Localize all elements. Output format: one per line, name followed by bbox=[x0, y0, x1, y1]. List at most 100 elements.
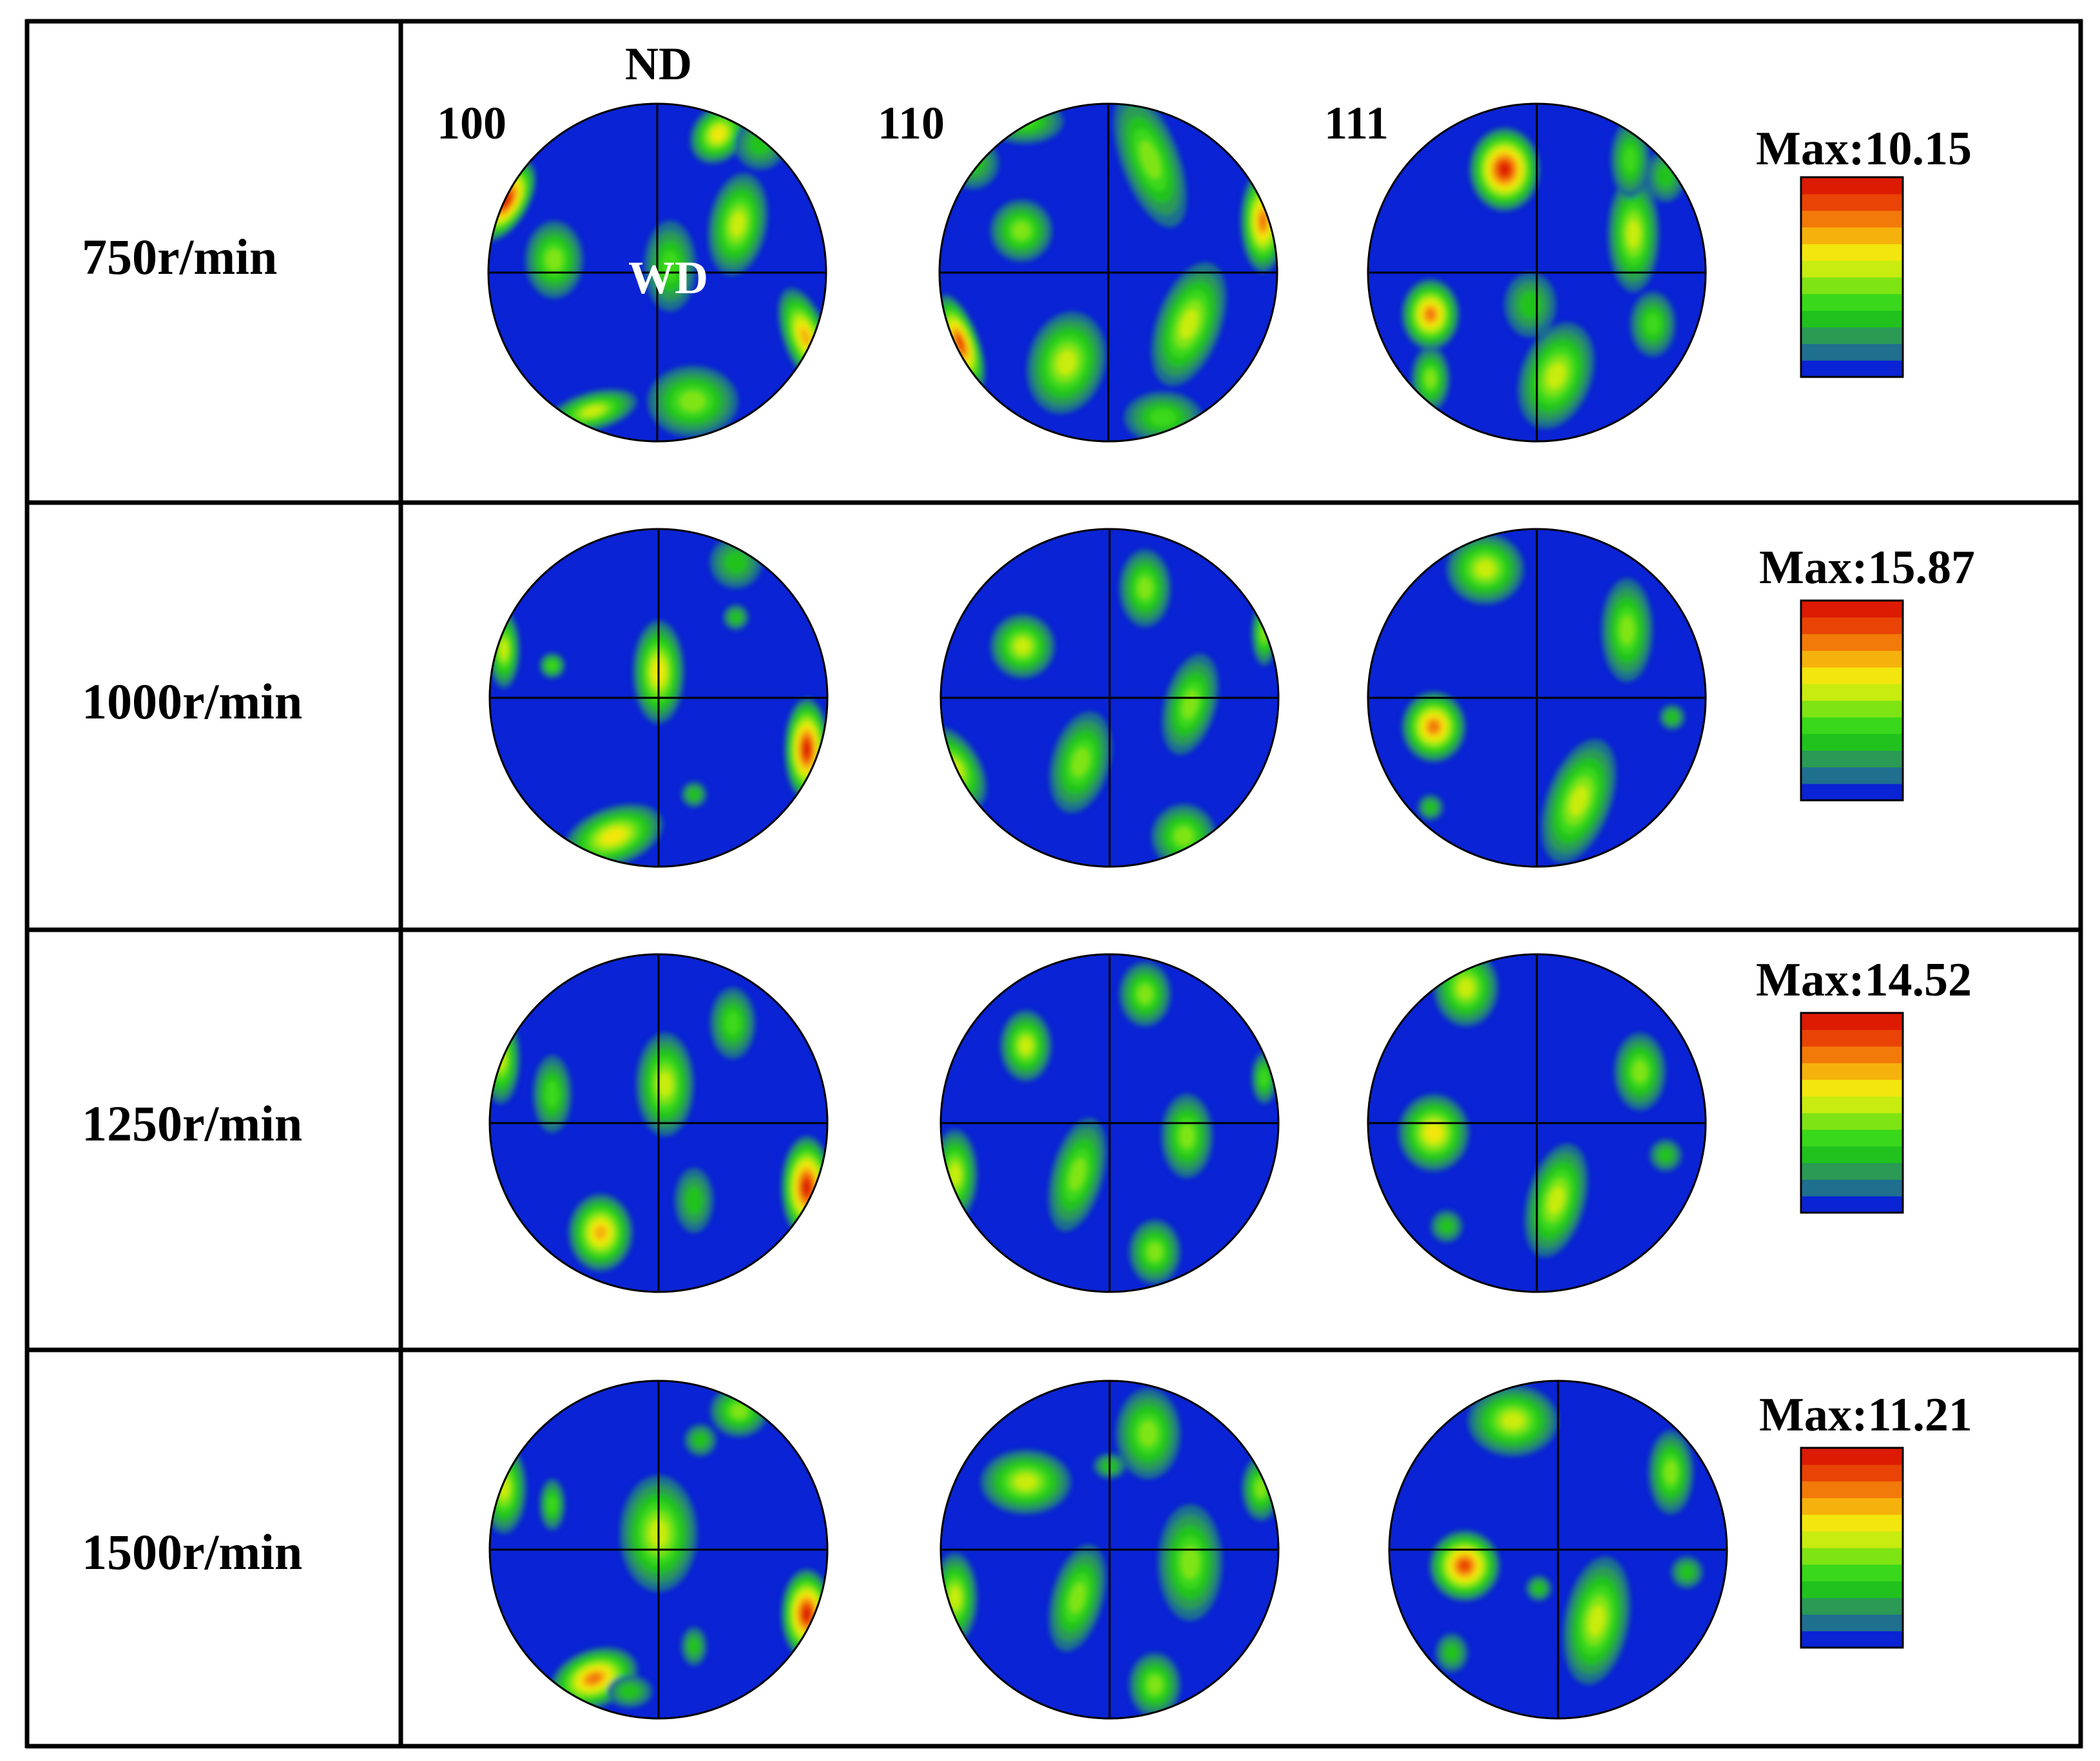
color-scale-step bbox=[1801, 1531, 1903, 1548]
texture-intensity-blob bbox=[1158, 1505, 1222, 1621]
color-scale-border bbox=[1800, 1012, 1904, 1214]
texture-intensity-blob bbox=[986, 104, 1063, 144]
texture-intensity-blob bbox=[939, 294, 986, 392]
color-scale-step bbox=[1801, 1614, 1903, 1631]
texture-intensity-blob bbox=[1648, 1430, 1693, 1514]
nd-label: ND bbox=[625, 38, 692, 90]
pole-figure-1500-100 bbox=[488, 1380, 829, 1720]
color-scale-step bbox=[1801, 1597, 1903, 1615]
texture-intensity-blob bbox=[708, 173, 768, 276]
texture-intensity-blob bbox=[1411, 347, 1450, 411]
texture-intensity-blob bbox=[568, 1194, 633, 1271]
color-scale-border bbox=[1800, 176, 1904, 378]
texture-intensity-blob bbox=[1049, 711, 1112, 813]
color-scale-step bbox=[1801, 327, 1903, 344]
row-label-750: 750r/min bbox=[82, 229, 277, 285]
color-scale-step bbox=[1801, 1548, 1903, 1565]
texture-intensity-blob bbox=[681, 1627, 707, 1666]
color-scale-step bbox=[1801, 617, 1903, 635]
texture-intensity-blob bbox=[1124, 392, 1202, 441]
texture-intensity-blob bbox=[1398, 1094, 1469, 1171]
color-scale-step bbox=[1801, 360, 1903, 378]
texture-intensity-blob bbox=[1563, 1557, 1631, 1684]
texture-intensity-blob bbox=[1524, 1144, 1588, 1257]
texture-intensity-blob bbox=[1048, 1544, 1106, 1651]
texture-intensity-blob bbox=[1469, 128, 1540, 211]
texture-intensity-blob bbox=[1119, 550, 1171, 627]
texture-intensity-blob bbox=[648, 366, 738, 437]
color-scale-step bbox=[1801, 784, 1903, 801]
texture-intensity-blob bbox=[710, 988, 755, 1059]
texture-intensity-blob bbox=[1151, 262, 1227, 386]
color-scale-step bbox=[1801, 767, 1903, 784]
texture-intensity-blob bbox=[941, 1553, 978, 1643]
color-scale-750 bbox=[1800, 176, 1904, 378]
pole-figure-1000-111 bbox=[1367, 528, 1707, 868]
texture-intensity-blob bbox=[1119, 962, 1171, 1026]
texture-intensity-blob bbox=[1601, 579, 1653, 682]
pole-figure-1250-100 bbox=[488, 953, 829, 1293]
color-scale-step bbox=[1801, 177, 1903, 195]
texture-intensity-blob bbox=[636, 1033, 694, 1136]
color-scale-step bbox=[1801, 1581, 1903, 1599]
color-scale-1500 bbox=[1800, 1447, 1904, 1649]
texture-intensity-blob bbox=[1468, 1385, 1558, 1456]
color-scale-step bbox=[1801, 700, 1903, 718]
texture-intensity-blob bbox=[1026, 312, 1106, 414]
texture-intensity-blob bbox=[1505, 273, 1556, 337]
texture-intensity-blob bbox=[539, 653, 565, 678]
texture-intensity-blob bbox=[1526, 1575, 1552, 1601]
color-scale-step bbox=[1801, 260, 1903, 278]
texture-intensity-blob bbox=[1240, 169, 1277, 273]
texture-intensity-blob bbox=[607, 1675, 652, 1708]
row-label-1250: 1250r/min bbox=[82, 1095, 302, 1151]
color-scale-step bbox=[1801, 1464, 1903, 1482]
color-scale-step bbox=[1801, 650, 1903, 668]
color-scale-border bbox=[1800, 1447, 1904, 1649]
color-scale-step bbox=[1801, 684, 1903, 701]
texture-intensity-blob bbox=[1129, 1653, 1180, 1717]
color-scale-step bbox=[1801, 210, 1903, 228]
color-scale-step bbox=[1801, 667, 1903, 684]
pole-figure-1250-110 bbox=[939, 953, 1280, 1293]
texture-intensity-blob bbox=[1116, 1389, 1180, 1479]
color-scale-step bbox=[1801, 1046, 1903, 1064]
color-scale-step bbox=[1801, 1497, 1903, 1515]
color-scale-step bbox=[1801, 717, 1903, 735]
color-scale-step bbox=[1801, 193, 1903, 211]
texture-intensity-blob bbox=[1113, 104, 1187, 227]
pole-figure-1250-111 bbox=[1367, 953, 1707, 1293]
texture-intensity-blob bbox=[990, 614, 1055, 678]
texture-intensity-blob bbox=[1630, 292, 1675, 356]
color-scale-step bbox=[1801, 1196, 1903, 1213]
max-label-1500: Max:11.21 bbox=[1759, 1389, 1972, 1441]
texture-intensity-blob bbox=[1431, 1210, 1463, 1242]
texture-intensity-blob bbox=[533, 1055, 572, 1133]
color-scale-step bbox=[1801, 1179, 1903, 1197]
texture-intensity-blob bbox=[1608, 176, 1659, 292]
texture-intensity-blob bbox=[1646, 150, 1685, 202]
pole-figure-1000-100 bbox=[488, 528, 829, 868]
color-scale-step bbox=[1801, 1129, 1903, 1147]
texture-intensity-blob bbox=[1402, 279, 1459, 350]
color-scale-step bbox=[1801, 1162, 1903, 1180]
color-scale-1250 bbox=[1800, 1012, 1904, 1214]
texture-intensity-blob bbox=[1429, 1530, 1500, 1601]
wd-label: WD bbox=[628, 252, 708, 303]
texture-intensity-blob bbox=[723, 604, 749, 630]
pole-figures bbox=[487, 102, 1728, 1720]
color-scale-step bbox=[1801, 293, 1903, 311]
pole-figure-750-110 bbox=[938, 102, 1278, 443]
color-scale-step bbox=[1801, 733, 1903, 751]
texture-intensity-blob bbox=[681, 782, 707, 807]
max-label-1250: Max:14.52 bbox=[1756, 954, 1972, 1006]
max-label-1000: Max:15.87 bbox=[1759, 541, 1975, 594]
pole-figure-1000-110 bbox=[939, 528, 1280, 868]
texture-intensity-blob bbox=[1614, 1033, 1666, 1110]
texture-intensity-blob bbox=[1402, 691, 1466, 762]
texture-intensity-blob bbox=[710, 537, 762, 588]
color-scale-1000 bbox=[1800, 599, 1904, 802]
color-scale-step bbox=[1801, 1113, 1903, 1130]
pole-figure-1500-110 bbox=[939, 1380, 1280, 1720]
color-scale-step bbox=[1801, 1013, 1903, 1030]
